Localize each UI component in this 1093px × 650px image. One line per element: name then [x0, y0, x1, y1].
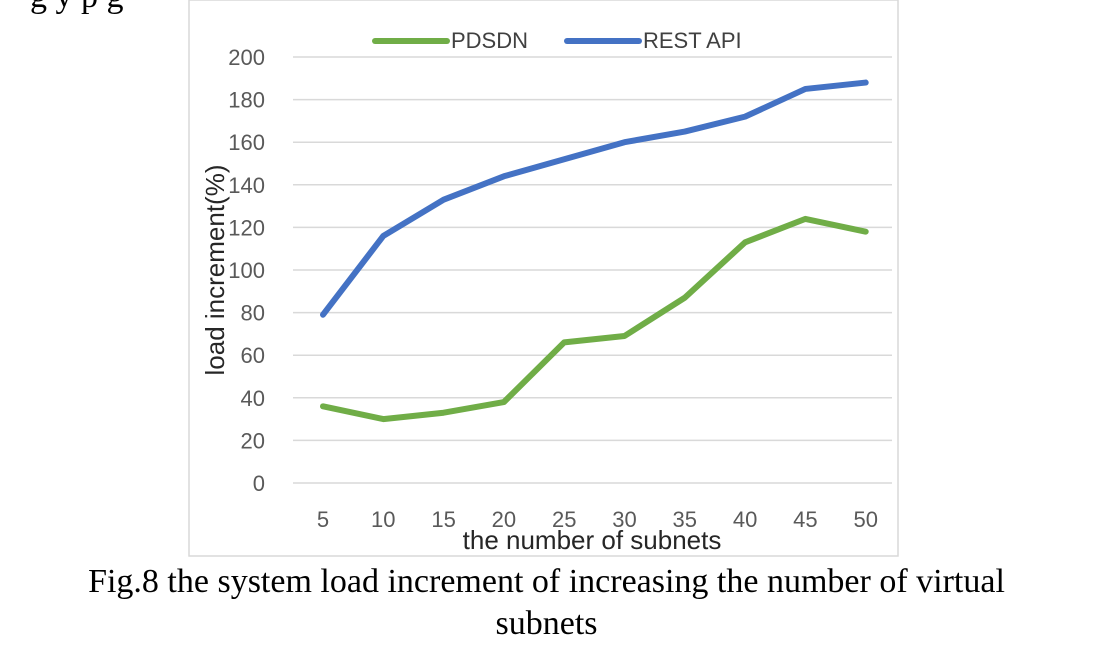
y-tick-100: 100: [228, 258, 265, 283]
y-tick-140: 140: [228, 173, 265, 198]
y-tick-160: 160: [228, 130, 265, 155]
y-axis-title: load increment(%): [200, 165, 230, 376]
y-tick-120: 120: [228, 215, 265, 240]
series-line-pdsdn: [320, 215, 869, 423]
legend-label-rest-api: REST API: [643, 28, 742, 53]
gridlines: [293, 56, 892, 484]
x-tick-15: 15: [431, 507, 455, 532]
line-chart: 0 20 40 60 80 100 120 140 160 180 200 5 10 15 20 25 30 3…: [188, 0, 899, 557]
x-tick-50: 50: [853, 507, 877, 532]
preceding-text-fragment: g y p g: [30, 0, 124, 16]
x-tick-35: 35: [673, 507, 697, 532]
y-tick-180: 180: [228, 88, 265, 113]
y-tick-200: 200: [228, 45, 265, 70]
y-tick-80: 80: [241, 301, 265, 326]
y-tick-20: 20: [241, 428, 265, 453]
y-tick-0: 0: [253, 471, 265, 496]
y-tick-60: 60: [241, 343, 265, 368]
x-tick-20: 20: [492, 507, 516, 532]
legend: PDSDN REST API: [372, 28, 742, 53]
y-tick-40: 40: [241, 386, 265, 411]
x-tick-labels: 5 10 15 20 25 30 35 40 45 50: [317, 507, 878, 532]
chart-border: [188, 0, 899, 557]
x-tick-25: 25: [552, 507, 576, 532]
legend-label-pdsdn: PDSDN: [451, 28, 528, 53]
series-lines: [320, 79, 869, 423]
x-axis-title: the number of subnets: [463, 525, 722, 555]
y-tick-labels: 0 20 40 60 80 100 120 140 160 180 200: [228, 45, 265, 496]
x-tick-45: 45: [793, 507, 817, 532]
x-tick-30: 30: [612, 507, 636, 532]
figure-caption-line1: Fig.8 the system load increment of incre…: [88, 563, 1005, 600]
x-tick-10: 10: [371, 507, 395, 532]
figure-caption-line2: subnets: [495, 605, 598, 642]
x-tick-5: 5: [317, 507, 329, 532]
series-line-rest-api: [320, 79, 869, 318]
x-tick-40: 40: [733, 507, 757, 532]
